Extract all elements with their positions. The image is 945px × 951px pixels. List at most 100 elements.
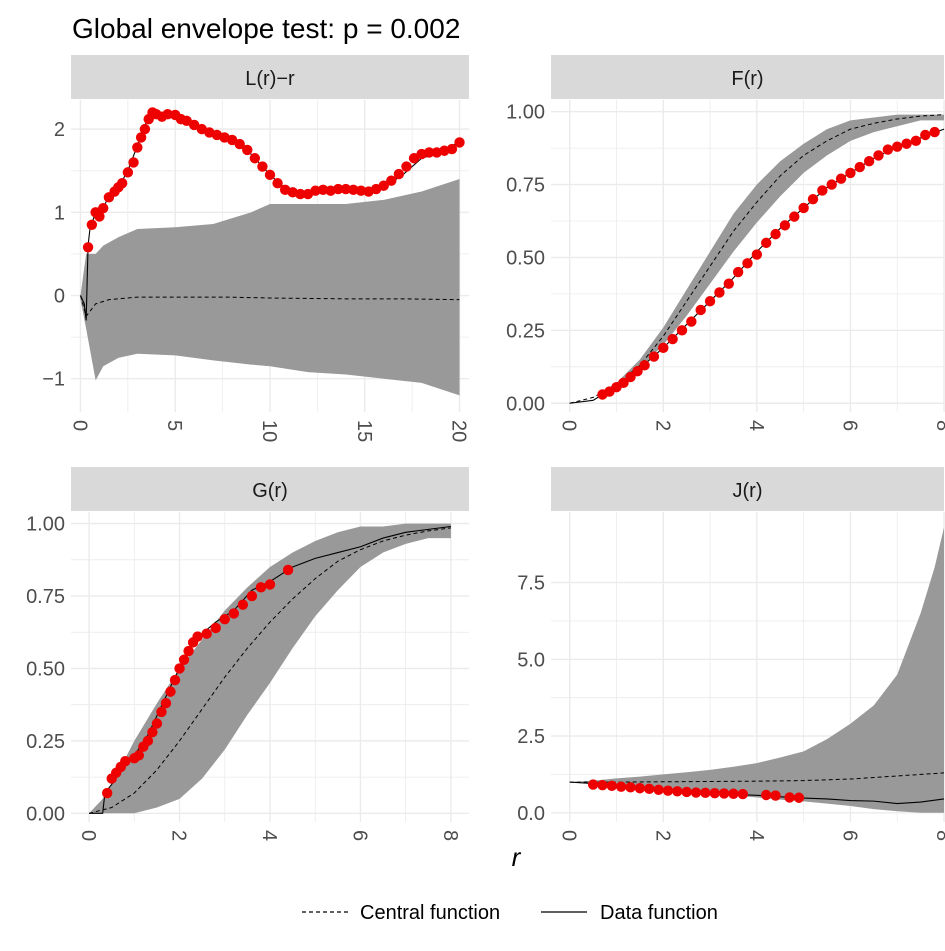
outside-point [625,782,636,793]
envelope-band [569,114,944,404]
outside-point [648,351,660,362]
outside-point [920,129,931,141]
x-tick-label: 8 [439,830,461,841]
facet-strip [71,55,469,99]
y-tick-label: 2 [54,119,65,141]
x-tick-label: 8 [932,830,945,841]
outside-point [615,781,627,792]
envelope-band [569,527,944,813]
facet-strip [551,55,944,99]
x-tick-label: 2 [651,420,673,431]
outside-point [686,316,697,327]
y-tick-label: 0 [54,286,65,308]
outside-point [142,735,154,747]
outside-point [160,698,172,709]
outside-point [135,132,147,143]
outside-point [835,173,847,184]
outside-point [147,726,158,738]
outside-point [723,278,734,289]
x-tick-labels: 0 2 4 6 8 [558,420,945,431]
outside-point [178,654,190,665]
outside-point [255,582,267,593]
outside-point [658,342,669,354]
outside-point [779,220,791,231]
facet-strip-label: G(r) [252,480,288,502]
outside-point [310,185,321,196]
outside-point [210,622,221,634]
outside-point [672,786,683,797]
outside-point [378,180,389,191]
x-tick-label: 10 [258,420,280,442]
x-tick-label: 2 [651,830,673,841]
outside-point [272,178,283,189]
outside-point [910,135,922,147]
outside-point [625,371,636,383]
outside-point [737,788,749,800]
y-tick-labels: 0.00 0.25 0.50 0.75 1.00 [506,102,545,416]
facet-strip-label: J(r) [733,480,763,502]
y-tick-label: 5.0 [517,649,545,671]
outside-point [695,304,706,316]
outside-point [128,157,139,168]
outside-point [242,144,253,156]
outside-point [101,787,113,799]
outside-point [156,706,167,718]
outside-point [295,188,306,200]
outside-point [226,134,238,146]
x-tick-label: 6 [348,830,370,841]
x-tick-label: 4 [745,830,767,841]
x-tick-labels: 0 2 4 6 8 [77,830,461,841]
outside-point [770,228,781,240]
x-tick-label: 2 [168,830,190,841]
outside-point [807,193,819,205]
outside-point [632,365,643,377]
y-tick-label: 0.00 [26,803,65,825]
legend-central-label: Central function [360,902,500,924]
outside-point [854,161,865,173]
outside-point [676,325,688,336]
outside-point [789,211,800,222]
x-axis-label: r [512,842,522,872]
outside-points [587,779,805,803]
y-tick-label: 0.25 [506,320,545,342]
outside-point [139,123,151,135]
facet-4: J(r) 0.0 2.5 5.0 7.5 0 2 4 6 8 [517,467,945,841]
facet-strip-label: F(r) [731,68,763,90]
y-tick-label: 0.00 [506,393,545,415]
outside-point [183,645,194,657]
x-tick-label: 5 [163,420,185,431]
facet-2: F(r) 0.00 0.25 0.50 0.75 1.00 0 2 4 6 8 [506,55,945,431]
outside-point [761,237,772,249]
y-tick-label: 0.0 [517,803,545,825]
y-tick-label: 2.5 [517,726,545,748]
outside-points [101,564,294,799]
outside-point [424,147,435,158]
outside-point [873,150,884,161]
x-tick-label: 0 [77,830,99,841]
y-tick-label: 0.75 [26,586,65,608]
outside-point [201,628,212,639]
outside-point [714,287,725,298]
outside-point [192,631,203,642]
x-tick-label: 0 [558,420,580,431]
outside-point [162,108,173,120]
y-tick-labels: 0.00 0.25 0.50 0.75 1.00 [26,514,65,826]
outside-point [355,185,367,196]
y-tick-label: −1 [42,369,65,391]
legend-data-label: Data function [600,902,718,924]
central-function-line [88,527,451,814]
outside-point [94,211,105,222]
x-tick-label: 4 [258,830,280,841]
outside-point [386,175,397,186]
y-tick-label: 0.50 [26,658,65,680]
outside-point [188,119,200,131]
outside-point [333,183,344,195]
x-tick-label: 8 [932,420,945,431]
outside-point [718,788,730,799]
outside-point [237,599,249,610]
outside-point [901,138,912,149]
outside-point [228,608,240,619]
outside-point [653,784,664,795]
